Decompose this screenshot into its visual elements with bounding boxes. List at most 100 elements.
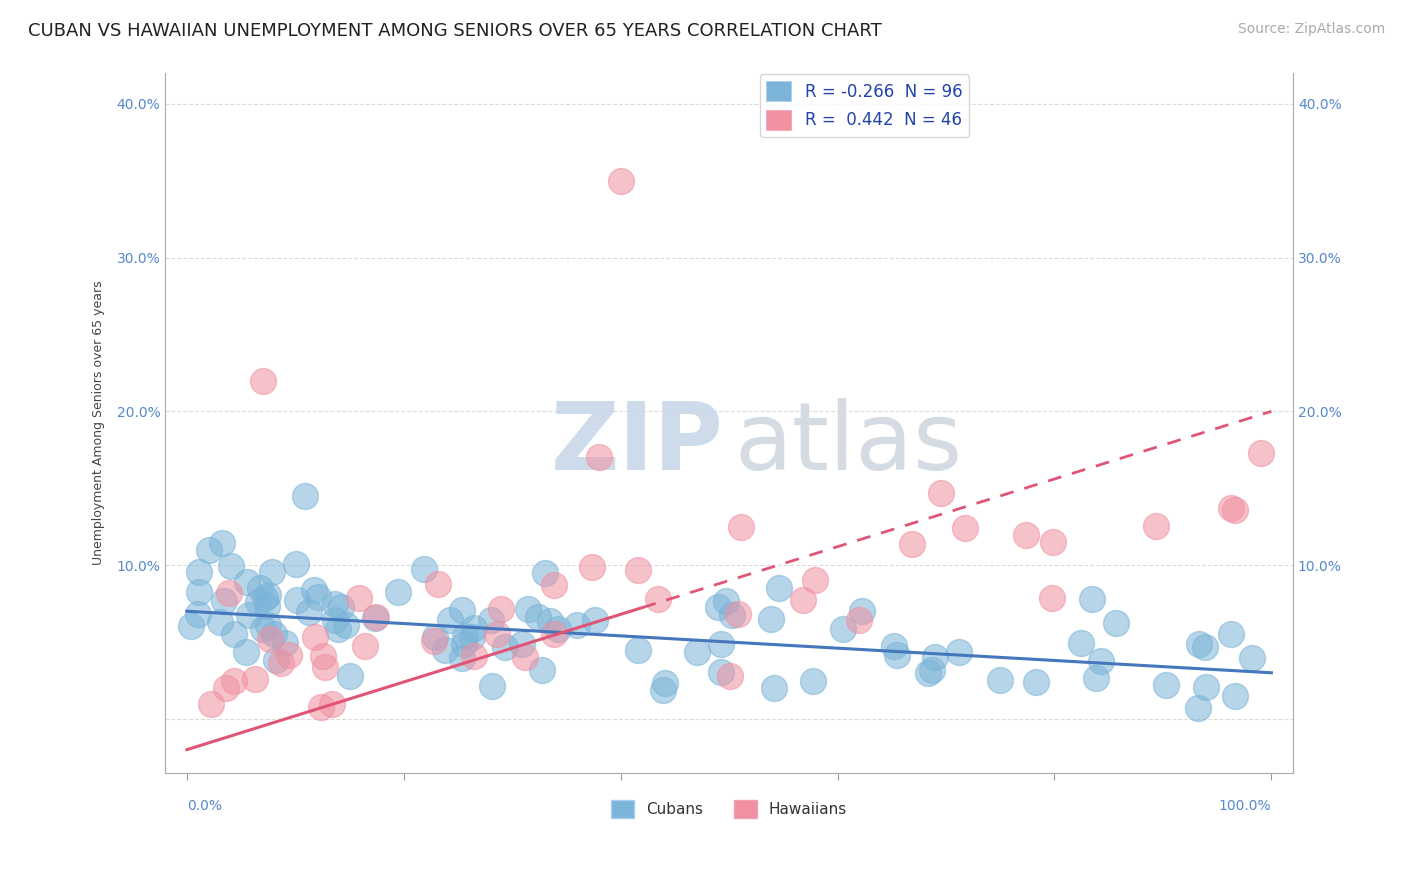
Point [245, 673, 267, 687]
Point [273, 636, 295, 650]
Point [530, 663, 553, 677]
Point [302, 582, 325, 597]
Point [294, 489, 316, 503]
Point [187, 565, 209, 579]
Text: ZIP: ZIP [551, 398, 724, 490]
Point [215, 681, 238, 695]
Point [434, 643, 457, 657]
Point [851, 604, 873, 618]
Point [211, 536, 233, 550]
Text: 100.0%: 100.0% [1219, 799, 1271, 813]
Point [200, 697, 222, 711]
Point [886, 648, 908, 662]
Text: CUBAN VS HAWAIIAN UNEMPLOYMENT AMONG SENIORS OVER 65 YEARS CORRELATION CHART: CUBAN VS HAWAIIAN UNEMPLOYMENT AMONG SEN… [28, 22, 882, 40]
Point [565, 618, 588, 632]
Point [197, 542, 219, 557]
Point [988, 673, 1011, 688]
Point [439, 613, 461, 627]
Point [1025, 675, 1047, 690]
Point [453, 637, 475, 651]
Legend: Cubans, Hawaiians: Cubans, Hawaiians [605, 794, 853, 824]
Point [489, 601, 512, 615]
Point [479, 613, 502, 627]
Point [311, 699, 333, 714]
Point [236, 574, 259, 589]
Point [461, 631, 484, 645]
Point [222, 627, 245, 641]
Point [716, 594, 738, 608]
Point [921, 663, 943, 677]
Point [883, 639, 905, 653]
Point [955, 521, 977, 535]
Point [363, 611, 385, 625]
Point [330, 600, 353, 615]
Point [627, 563, 650, 577]
Point [366, 609, 388, 624]
Point [1195, 680, 1218, 694]
Point [761, 612, 783, 626]
Point [792, 592, 814, 607]
Point [423, 630, 446, 644]
Point [917, 666, 939, 681]
Point [547, 622, 569, 636]
Point [718, 668, 741, 682]
Point [929, 486, 952, 500]
Point [354, 639, 377, 653]
Text: atlas: atlas [735, 398, 963, 490]
Point [1187, 700, 1209, 714]
Point [252, 622, 274, 636]
Point [730, 519, 752, 533]
Point [422, 633, 444, 648]
Point [652, 683, 675, 698]
Point [485, 626, 508, 640]
Point [323, 613, 346, 627]
Point [256, 599, 278, 613]
Point [260, 565, 283, 579]
Point [253, 591, 276, 605]
Point [1070, 636, 1092, 650]
Point [252, 374, 274, 388]
Point [527, 610, 550, 624]
Point [1219, 626, 1241, 640]
Point [1225, 502, 1247, 516]
Point [900, 537, 922, 551]
Point [257, 617, 280, 632]
Point [654, 676, 676, 690]
Point [328, 622, 350, 636]
Point [583, 614, 606, 628]
Point [339, 669, 361, 683]
Point [247, 595, 270, 609]
Point [218, 586, 240, 600]
Point [533, 566, 555, 580]
Point [347, 591, 370, 606]
Point [494, 640, 516, 654]
Point [284, 557, 307, 571]
Point [335, 618, 357, 632]
Point [1194, 640, 1216, 654]
Point [1154, 678, 1177, 692]
Point [321, 697, 343, 711]
Point [463, 621, 485, 635]
Point [188, 584, 211, 599]
Point [721, 607, 744, 622]
Point [387, 585, 409, 599]
Point [1250, 445, 1272, 459]
Point [238, 607, 260, 622]
Point [222, 674, 245, 689]
Point [304, 630, 326, 644]
Point [1220, 500, 1243, 515]
Point [710, 665, 733, 680]
Point [307, 590, 329, 604]
Point [804, 573, 827, 587]
Point [707, 600, 730, 615]
Point [710, 637, 733, 651]
Point [259, 632, 281, 646]
Point [1090, 654, 1112, 668]
Text: 0.0%: 0.0% [187, 799, 222, 813]
Point [588, 450, 610, 465]
Point [647, 592, 669, 607]
Point [581, 559, 603, 574]
Point [516, 601, 538, 615]
Point [249, 581, 271, 595]
Point [1105, 616, 1128, 631]
